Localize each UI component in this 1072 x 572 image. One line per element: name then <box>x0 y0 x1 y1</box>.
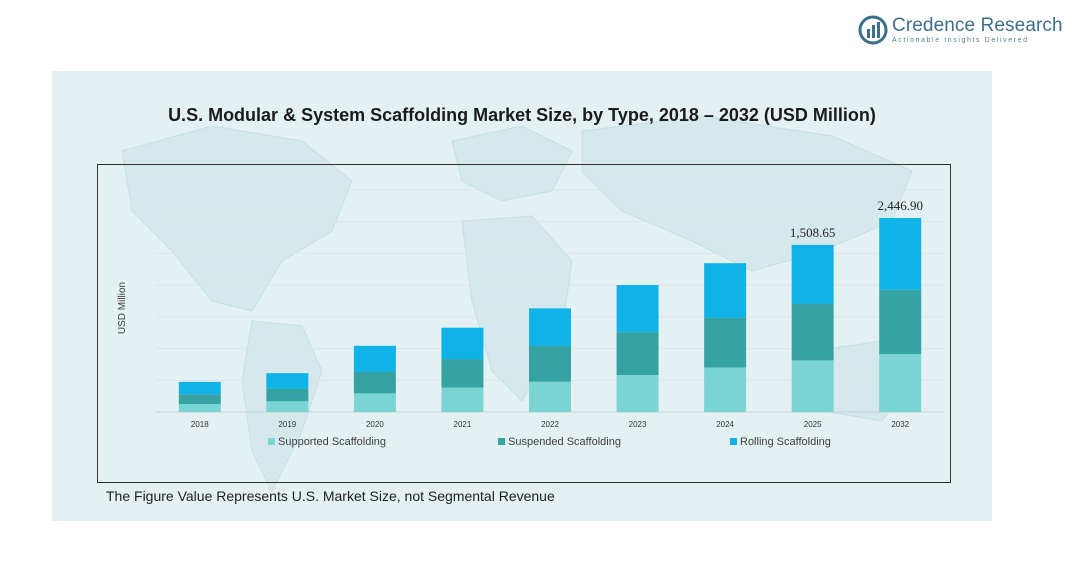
legend-swatch <box>730 438 737 445</box>
bar-segment <box>441 387 484 412</box>
chart-frame: 1,508.65 2,446.90 2018 2019 2020 2021 2022 202… <box>97 164 951 483</box>
data-labels: 1,508.65 2,446.90 <box>790 198 923 240</box>
x-tick-label: 2021 <box>454 420 472 429</box>
bar-segment <box>791 244 834 304</box>
legend-item: Rolling Scaffolding <box>730 436 831 448</box>
bar-segment <box>441 359 484 388</box>
bar-segment <box>791 303 834 361</box>
legend-item: Suspended Scaffolding <box>498 436 621 448</box>
brand-tagline: Actionable Insights Delivered <box>892 37 1029 44</box>
legend-label: Suspended Scaffolding <box>508 436 621 448</box>
x-tick-label: 2020 <box>366 420 384 429</box>
bar-segment <box>791 360 834 412</box>
bar-segment <box>353 371 396 394</box>
bar-segment <box>616 284 659 333</box>
chart-panel: U.S. Modular & System Scaffolding Market… <box>52 71 992 521</box>
bar-segment <box>529 346 571 382</box>
bar-segment <box>704 317 747 368</box>
data-label: 2,446.90 <box>877 198 923 213</box>
bar-segment <box>266 401 309 412</box>
x-tick-label: 2024 <box>716 420 734 429</box>
x-tick-label: 2025 <box>804 420 822 429</box>
x-axis-ticks: 2018 2019 2020 2021 2022 2023 2024 2025 2032 <box>191 420 910 429</box>
brand-name: Credence Research <box>892 15 1063 36</box>
footnote: The Figure Value Represents U.S. Market … <box>106 488 555 504</box>
x-tick-label: 2018 <box>191 420 209 429</box>
bar-segment <box>178 394 221 405</box>
x-tick-label: 2022 <box>541 420 559 429</box>
bar-segment <box>266 373 309 389</box>
bar-segment <box>441 327 484 360</box>
logo-icon <box>858 15 888 45</box>
legend-swatch <box>498 438 505 445</box>
bar-segment <box>178 381 221 395</box>
x-tick-label: 2032 <box>891 420 909 429</box>
bar-segment <box>529 381 571 412</box>
bar-segment <box>879 354 922 412</box>
bar-segment <box>879 289 922 355</box>
bar-segment <box>616 374 659 412</box>
legend-label: Rolling Scaffolding <box>740 436 831 448</box>
bar-segment <box>178 404 221 412</box>
legend-item: Supported Scaffolding <box>268 436 386 448</box>
bar-segment <box>704 367 747 412</box>
bar-segment <box>704 263 747 318</box>
x-tick-label: 2019 <box>278 420 296 429</box>
bar-segment <box>266 388 309 402</box>
y-axis-label: USD Million <box>117 282 128 334</box>
bars <box>178 217 922 412</box>
stacked-bar-chart: 1,508.65 2,446.90 2018 2019 2020 2021 2022 202… <box>117 189 944 448</box>
data-label: 1,508.65 <box>790 225 836 240</box>
bar-segment <box>529 308 571 347</box>
bar-segment <box>353 393 396 412</box>
brand-logo: Credence Research Actionable Insights De… <box>858 14 1063 48</box>
legend: Supported Scaffolding Suspended Scaffoldi… <box>268 436 831 448</box>
bar-segment <box>353 345 396 372</box>
bar-segment <box>879 217 922 290</box>
legend-swatch <box>268 438 275 445</box>
chart-title: U.S. Modular & System Scaffolding Market… <box>168 105 876 125</box>
bar-segment <box>616 332 659 375</box>
x-tick-label: 2023 <box>629 420 647 429</box>
legend-label: Supported Scaffolding <box>278 436 386 448</box>
